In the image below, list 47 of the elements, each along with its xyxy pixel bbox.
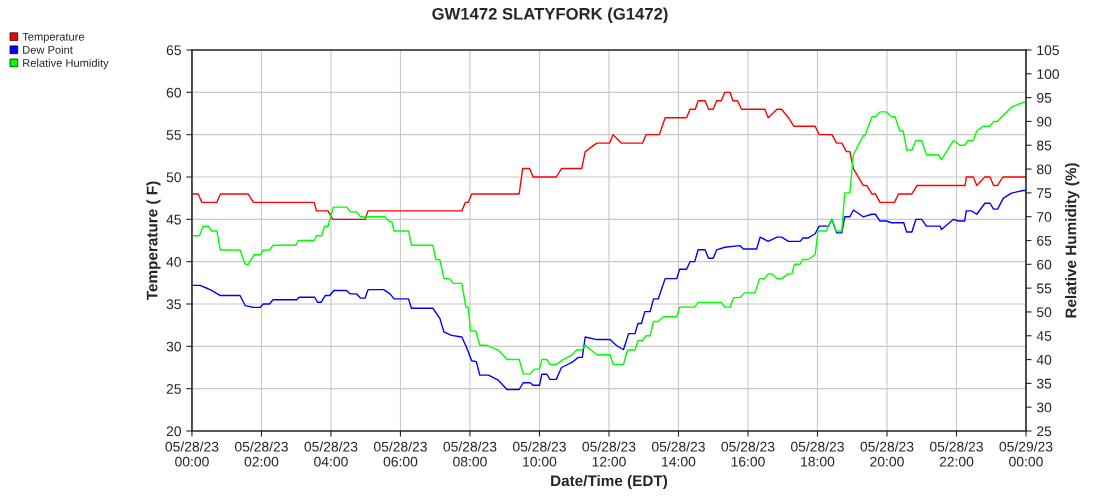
y2-tick-label: 80	[1036, 164, 1052, 175]
y-tick-label: 40	[166, 257, 181, 267]
y-tick-label: 50	[166, 172, 181, 183]
y2-tick-label: 40	[1036, 354, 1052, 365]
legend-label: Temperature	[22, 32, 85, 43]
y2-tick-label: 100	[1037, 69, 1060, 79]
y-tick-label: 30	[166, 341, 181, 352]
x-tick-label: 05/28/23 20:00	[860, 441, 914, 467]
y-axis-title: Temperature ( F)	[146, 181, 161, 301]
y2-tick-label: 90	[1037, 116, 1052, 127]
x-tick-label: 05/28/23 12:00	[582, 441, 636, 467]
y2-tick-label: 45	[1036, 331, 1052, 341]
y-tick-label: 45	[166, 214, 181, 225]
y2-tick-label: 75	[1037, 188, 1052, 199]
y-tick-label: 65	[166, 45, 181, 56]
x-tick-label: 05/28/23 08:00	[443, 441, 497, 467]
x-tick-label: 05/28/23 18:00	[790, 441, 844, 467]
y-tick-label: 60	[166, 87, 181, 98]
y2-tick-label: 105	[1037, 45, 1059, 56]
y2-tick-label: 50	[1036, 307, 1052, 318]
x-tick-label: 05/28/23 16:00	[721, 441, 775, 467]
x-tick-label: 05/28/23 10:00	[512, 441, 566, 467]
x-tick-label: 05/28/23 22:00	[929, 441, 983, 467]
y2-tick-label: 95	[1037, 92, 1052, 103]
y2-tick-label: 70	[1037, 212, 1052, 222]
x-axis-title: Date/Time (EDT)	[551, 474, 668, 490]
y-tick-label: 35	[166, 299, 181, 310]
y2-tick-label: 30	[1036, 402, 1052, 413]
legend-label: Dew Point	[23, 45, 73, 54]
legend-label: Relative Humidity	[23, 58, 109, 70]
x-tick-label: 05/28/23 04:00	[304, 441, 358, 467]
y2-tick-label: 65	[1037, 235, 1052, 246]
x-tick-label: 05/28/23 00:00	[165, 441, 219, 467]
x-tick-label: 05/28/23 02:00	[234, 441, 288, 467]
y-tick-label: 20	[166, 426, 181, 437]
x-tick-label: 05/29/23 00:00	[999, 441, 1053, 467]
x-tick-label: 05/28/23 06:00	[373, 441, 427, 467]
y-tick-label: 55	[166, 130, 181, 140]
y2-tick-label: 60	[1037, 259, 1052, 270]
x-tick-label: 05/28/23 14:00	[651, 441, 705, 467]
y-tick-label: 25	[166, 384, 181, 394]
y2-tick-label: 85	[1036, 140, 1052, 151]
y2-tick-label: 25	[1037, 426, 1052, 437]
chart-title: GW1472 SLATYFORK (G1472)	[432, 7, 668, 24]
y2-axis-title: Relative Humidity (%)	[1065, 163, 1080, 318]
y2-tick-label: 35	[1036, 378, 1052, 389]
y2-tick-label: 55	[1036, 283, 1052, 294]
